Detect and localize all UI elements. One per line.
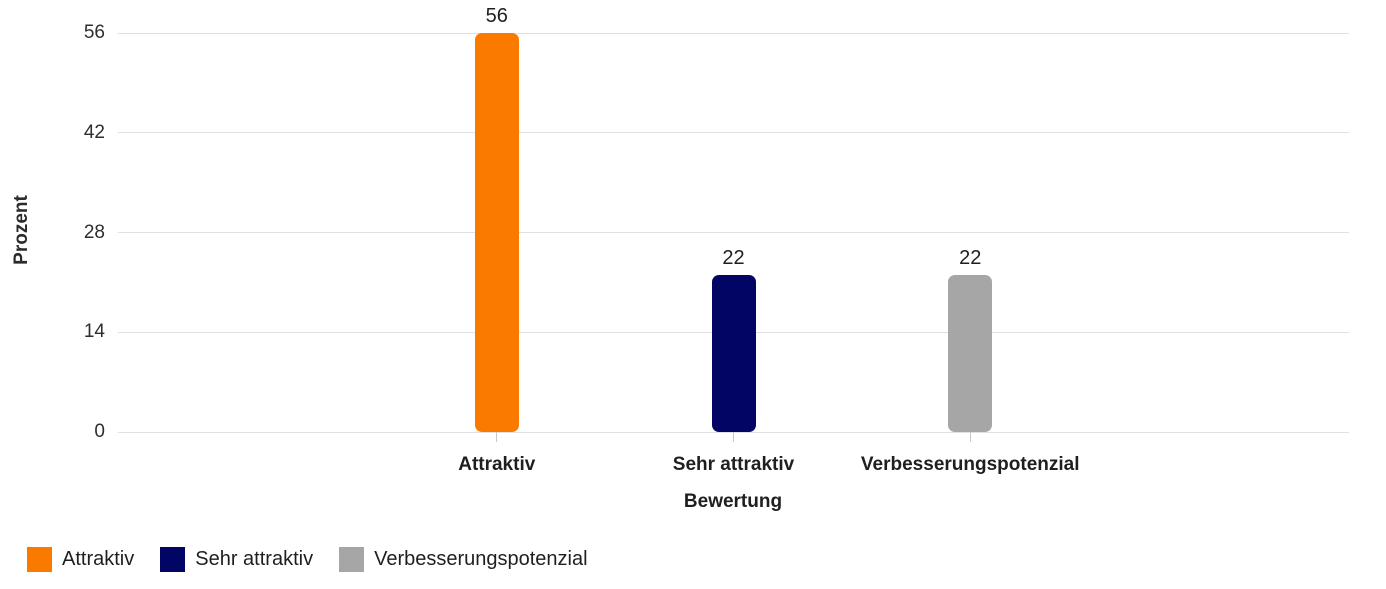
legend-swatch-attraktiv-icon <box>27 547 52 572</box>
category-label-attraktiv: Attraktiv <box>458 454 536 475</box>
bar-verbesserungspotenzial[interactable] <box>948 275 993 432</box>
y-tick-label-28: 28 <box>83 221 105 243</box>
x-axis-tick-verbesserungspotenzial <box>969 432 971 442</box>
gridline-56 <box>118 32 1349 34</box>
legend-label-attraktiv: Attraktiv <box>62 548 135 570</box>
gridline-28 <box>118 232 1349 233</box>
y-tick-label-14: 14 <box>83 321 105 343</box>
legend-item-attraktiv[interactable]: Attraktiv <box>27 547 134 572</box>
y-tick-label-56: 56 <box>83 22 105 43</box>
bar-attraktiv[interactable] <box>474 33 519 432</box>
gridline-42 <box>118 132 1349 134</box>
bar-value-label-attraktiv: 56 <box>485 5 508 27</box>
legend-swatch-verbesserungspotenzial-icon <box>339 547 365 572</box>
legend-item-sehr-attraktiv[interactable]: Sehr attraktiv <box>160 547 313 572</box>
bar-value-label-sehr-attraktiv: 22 <box>722 247 745 270</box>
bar-sehr-attraktiv[interactable] <box>711 275 756 432</box>
category-label-verbesserungspotenzial: Verbesserungspotenzial <box>860 454 1080 475</box>
legend-label-verbesserungspotenzial: Verbesserungspotenzial <box>374 548 588 570</box>
legend-swatch-sehr-attraktiv-icon <box>160 547 186 572</box>
legend-label-sehr-attraktiv: Sehr attraktiv <box>195 548 314 570</box>
legend: Attraktiv Sehr attraktiv Verbesserungspote… <box>27 547 588 572</box>
x-axis-tick-attraktiv <box>496 432 498 442</box>
bar-value-label-verbesserungspotenzial: 22 <box>959 247 982 270</box>
category-label-sehr-attraktiv: Sehr attraktiv <box>672 454 795 475</box>
y-tick-label-42: 42 <box>83 121 105 143</box>
y-tick-label-0: 0 <box>94 421 105 442</box>
legend-item-verbesserungspotenzial[interactable]: Verbesserungspotenzial <box>339 547 588 572</box>
x-axis-tick-sehr-attraktiv <box>733 432 734 442</box>
x-axis-title: Bewertung <box>683 491 783 512</box>
